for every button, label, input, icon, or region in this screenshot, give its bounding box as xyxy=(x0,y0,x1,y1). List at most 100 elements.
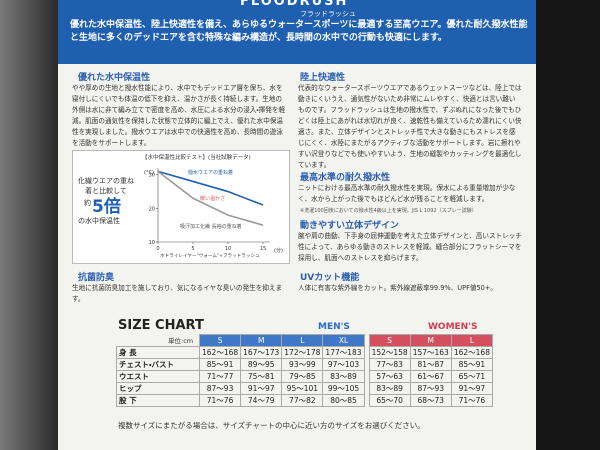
table-cell: 99〜105 xyxy=(322,382,365,395)
table-row: チェスト・バスト 85〜91 89〜95 93〜99 97〜103 77〜83 81〜87 8… xyxy=(116,358,493,371)
table-cell: 79〜85 xyxy=(281,370,324,383)
table-row: ウエスト 71〜77 75〜81 79〜85 83〜89 57〜63 61〜67 65〜71 xyxy=(116,370,493,383)
table-row: S M L XL S M L xyxy=(117,334,493,347)
x-axis-label: (分) xyxy=(274,247,283,254)
table-cell: 152〜158 xyxy=(368,346,411,359)
table-cell: L xyxy=(450,334,493,347)
series-label: 撥水ウエアの重ね着 xyxy=(188,169,233,176)
feature-body: 人体に有害な紫外線をカット。紫外線遮蔽率99.9%、UPF値50+。 xyxy=(298,284,497,292)
feature-title: 最高水準の耐久撥水性 xyxy=(300,173,391,183)
table-cell: 87〜93 xyxy=(198,382,242,395)
y-tick-label: 30 xyxy=(149,173,155,179)
table-cell: L xyxy=(281,334,324,347)
feature-title: 優れた水中保温性 xyxy=(78,73,151,83)
table-cell: 162〜168 xyxy=(450,346,493,359)
table-cell: 83〜89 xyxy=(322,370,365,383)
womens-label: WOMEN'S xyxy=(428,322,478,332)
y-tick-label: 20 xyxy=(149,206,155,212)
table-row: 股 下 71〜76 74〜79 77〜82 80〜85 65〜70 68〜73 71〜76 xyxy=(116,394,493,407)
brand: FLOODRUSH xyxy=(240,0,349,9)
table-cell: S xyxy=(198,334,242,347)
table-cell: 65〜71 xyxy=(450,370,493,383)
x-tick-label: 10 xyxy=(225,246,231,252)
table-cell: 61〜67 xyxy=(409,370,452,383)
annotation: 暖い温かさ xyxy=(200,195,225,202)
table-cell: 91〜97 xyxy=(240,382,283,395)
feature-body: 生地に抗菌防臭加工を施しており、気になるイヤな臭いの発生を抑えます。 xyxy=(72,284,283,303)
comparison-box xyxy=(72,150,290,264)
table-cell: 71〜76 xyxy=(450,394,493,407)
x-tick-label: 0 xyxy=(156,246,159,252)
table-cell: 172〜178 xyxy=(281,346,324,359)
table-cell: 157〜163 xyxy=(409,346,452,359)
table-cell: 77〜82 xyxy=(281,394,324,407)
feature-body: やや厚めの生地と撥水性能により、水中でもデッドエア層を保ち、水を寝付しにくいでも… xyxy=(72,84,286,147)
series-label: 吸汗加工化繊 長袖の重ね着 xyxy=(180,223,242,230)
multiplier: 5倍 xyxy=(92,197,121,217)
table-cell: 177〜183 xyxy=(322,346,365,359)
table-cell: チェスト・バスト xyxy=(116,358,200,371)
table-cell: ヒップ xyxy=(116,382,200,395)
table-cell: 85〜91 xyxy=(198,358,242,371)
feature-title: 抗菌防臭 xyxy=(78,273,115,283)
table-cell: 股 下 xyxy=(116,394,200,407)
feature-note: ※洗濯100回後においての撥水性4級以上を実現。JIS L 1092（スプレー試… xyxy=(300,208,477,214)
feature-title: 陸上快適性 xyxy=(300,73,346,83)
size-unit: 単位:cm xyxy=(168,337,194,345)
table-cell: 71〜77 xyxy=(198,370,242,383)
table-cell: 81〜87 xyxy=(409,358,452,371)
chart-caption: ホドライレイヤー"ウォーム"+フラッドラッシュ xyxy=(160,252,260,259)
table-cell: 68〜73 xyxy=(409,394,452,407)
table-cell: 97〜103 xyxy=(322,358,365,371)
feature-title: 動きやすい立体デザイン xyxy=(300,221,400,231)
table-row: 身 長 162〜168 167〜173 172〜178 177〜183 152〜158 15… xyxy=(116,346,493,359)
table-cell: 65〜70 xyxy=(368,394,411,407)
table-cell: 91〜97 xyxy=(450,382,493,395)
feature-title: UVカット機能 xyxy=(300,273,360,283)
table-row: ヒップ 87〜93 91〜97 95〜101 99〜105 83〜89 87〜93 91〜97 xyxy=(116,382,493,395)
table-cell: S xyxy=(368,334,411,347)
table-cell: 162〜168 xyxy=(198,346,242,359)
table-cell: ウエスト xyxy=(116,370,200,383)
table-cell: 71〜76 xyxy=(198,394,242,407)
table-cell: 57〜63 xyxy=(368,370,411,383)
table-cell: XL xyxy=(322,334,365,347)
x-tick-label: 15 xyxy=(260,246,266,252)
comparison-headline: 化繊ウエアの重ね着と比較して xyxy=(78,177,134,195)
table-cell: 80〜85 xyxy=(322,394,365,407)
comparison-chart: 【水中保温性比較テスト】(当社試験データ) (°C) (分) 暖い温かさ ホドラ… xyxy=(142,153,283,259)
y-tick-label: 10 xyxy=(149,240,155,246)
chart-title: 【水中保温性比較テスト】(当社試験データ) xyxy=(142,153,251,161)
table-cell: 87〜93 xyxy=(409,382,452,395)
y-axis-label: (°C) xyxy=(144,170,154,176)
size-chart-title: SIZE CHART xyxy=(118,318,204,333)
header-band xyxy=(58,0,536,64)
feature-body: 代表的なウォータースポーツウエアであるウェットスーツなどは、陸上では動きにくいう… xyxy=(298,84,522,169)
multiplier-prefix: 約 xyxy=(84,199,91,207)
size-footnote: 複数サイズにまたがる場合は、サイズチャートの中心に近い方のサイズをお選びください… xyxy=(118,421,425,430)
feature-body: ニットにおける最高水準の耐久撥水性を実現。保水による重量増加が少なく、水から上が… xyxy=(298,184,516,203)
x-tick-label: 5 xyxy=(191,246,194,252)
intro-text: 優れた水中保温性、陸上快適性を備え、あらゆるウォータースポーツに最適する至高ウエ… xyxy=(70,20,528,43)
table-cell: 89〜95 xyxy=(240,358,283,371)
table-cell: 77〜83 xyxy=(368,358,411,371)
table-cell: 75〜81 xyxy=(240,370,283,383)
feature-body: 腕や肩の曲動、下手身の屈伸運動を考えた立体デザインと、高いストレッチ性によって、… xyxy=(298,232,522,262)
background xyxy=(0,0,58,450)
table-cell: 95〜101 xyxy=(281,382,324,395)
table-cell: 85〜91 xyxy=(450,358,493,371)
table-cell: 93〜99 xyxy=(281,358,324,371)
comparison-suffix: の水中保温性 xyxy=(78,217,120,225)
data-line xyxy=(157,170,264,226)
table-cell: 74〜79 xyxy=(240,394,283,407)
table-cell: 83〜89 xyxy=(368,382,411,395)
table-cell: M xyxy=(240,334,283,347)
brand-kana: フラッドラッシュ xyxy=(300,10,356,18)
mens-label: MEN'S xyxy=(318,322,350,332)
table-spacer xyxy=(117,335,200,347)
data-line xyxy=(157,170,264,206)
table-cell: 身 長 xyxy=(116,346,200,359)
table-cell: M xyxy=(409,334,452,347)
size-table: S M L XL S M L 身 長 162〜168 167〜173 172〜178 177〜183 1… xyxy=(116,334,493,407)
